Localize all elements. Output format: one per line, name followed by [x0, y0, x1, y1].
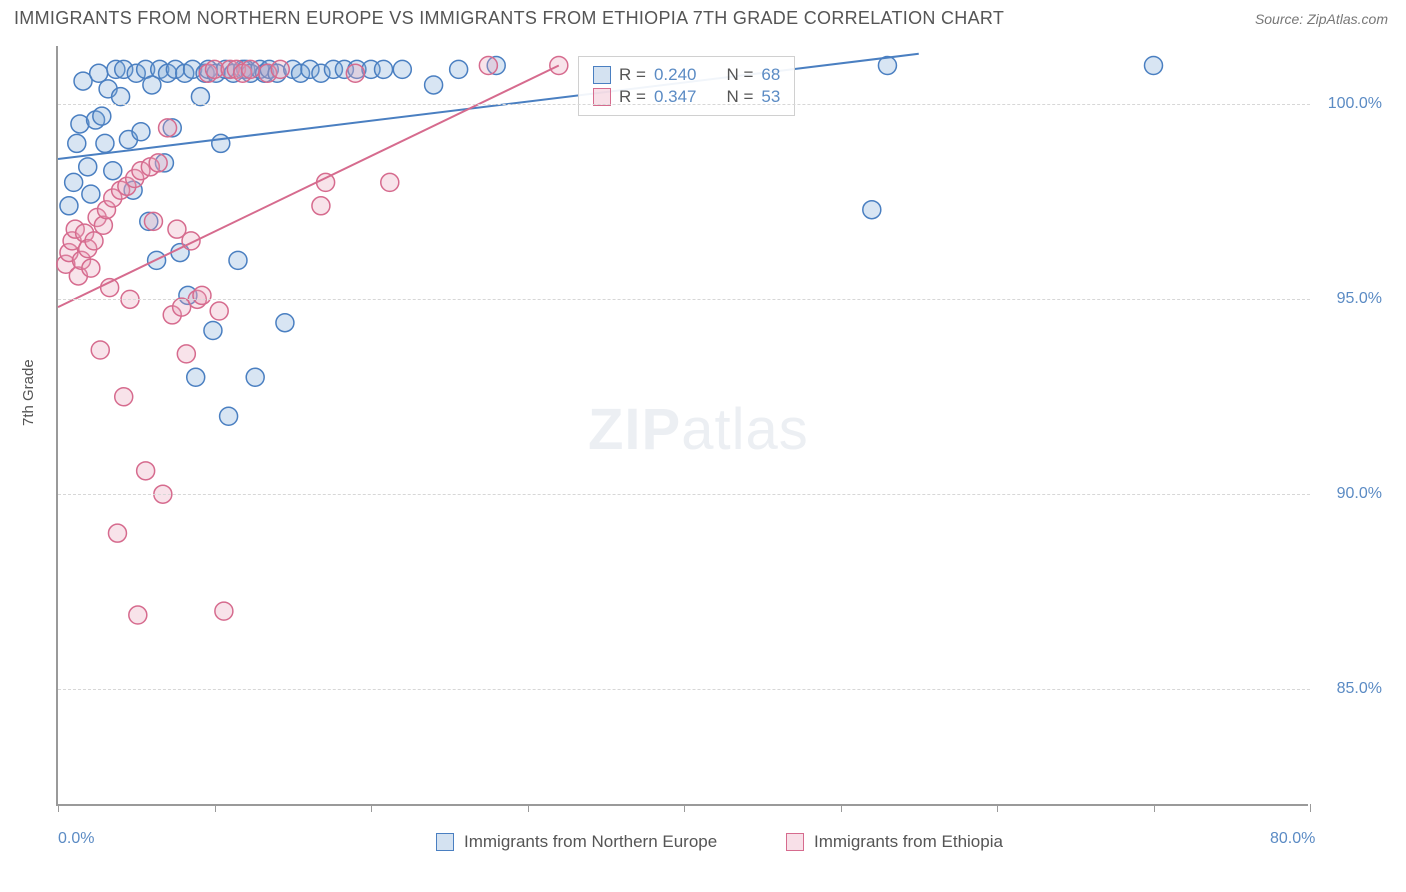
swatch-series-0 [593, 66, 611, 84]
x-tick [58, 804, 59, 812]
data-point [479, 56, 497, 74]
data-point [271, 60, 289, 78]
data-point [246, 368, 264, 386]
y-tick-label: 95.0% [1337, 290, 1382, 308]
y-tick-label: 100.0% [1328, 95, 1382, 113]
plot-area: ZIPatlas R = 0.240 N = 68 R = 0.347 N = … [56, 46, 1308, 806]
data-point [229, 251, 247, 269]
chart-container: ZIPatlas R = 0.240 N = 68 R = 0.347 N = … [56, 46, 1386, 806]
y-axis-label: 7th Grade [20, 359, 37, 426]
data-point [108, 524, 126, 542]
data-point [91, 341, 109, 359]
data-point [215, 602, 233, 620]
data-point [112, 88, 130, 106]
x-tick [215, 804, 216, 812]
data-point [393, 60, 411, 78]
data-point [863, 201, 881, 219]
swatch-bottom-1 [786, 833, 804, 851]
data-point [276, 314, 294, 332]
data-point [68, 134, 86, 152]
y-tick-label: 90.0% [1337, 485, 1382, 503]
swatch-bottom-0 [436, 833, 454, 851]
data-point [346, 64, 364, 82]
data-point [137, 462, 155, 480]
data-point [85, 232, 103, 250]
data-point [159, 119, 177, 137]
data-point [191, 88, 209, 106]
gridline [58, 494, 1310, 495]
stats-legend: R = 0.240 N = 68 R = 0.347 N = 53 [578, 56, 795, 116]
legend-bottom-0: Immigrants from Northern Europe [436, 832, 717, 852]
data-point [79, 158, 97, 176]
stats-row-0: R = 0.240 N = 68 [593, 65, 780, 85]
data-point [317, 173, 335, 191]
x-tick [371, 804, 372, 812]
data-point [241, 60, 259, 78]
data-point [90, 64, 108, 82]
gridline [58, 104, 1310, 105]
data-point [82, 259, 100, 277]
legend-label-0: Immigrants from Northern Europe [464, 832, 717, 852]
data-point [149, 154, 167, 172]
data-point [132, 123, 150, 141]
data-point [144, 212, 162, 230]
data-point [65, 173, 83, 191]
x-tick [1310, 804, 1311, 812]
data-point [187, 368, 205, 386]
header: IMMIGRANTS FROM NORTHERN EUROPE VS IMMIG… [0, 0, 1406, 37]
data-point [115, 388, 133, 406]
data-point [450, 60, 468, 78]
data-point [375, 60, 393, 78]
data-point [177, 345, 195, 363]
x-tick [528, 804, 529, 812]
legend-bottom-1: Immigrants from Ethiopia [786, 832, 1003, 852]
data-point [425, 76, 443, 94]
source-label: Source: ZipAtlas.com [1255, 11, 1388, 27]
data-point [94, 216, 112, 234]
data-point [212, 134, 230, 152]
data-point [96, 134, 114, 152]
data-point [204, 322, 222, 340]
legend-label-1: Immigrants from Ethiopia [814, 832, 1003, 852]
gridline [58, 299, 1310, 300]
data-point [381, 173, 399, 191]
x-tick [1154, 804, 1155, 812]
x-tick-label: 80.0% [1270, 830, 1315, 848]
x-tick [684, 804, 685, 812]
chart-title: IMMIGRANTS FROM NORTHERN EUROPE VS IMMIG… [14, 8, 1004, 29]
data-point [82, 185, 100, 203]
gridline [58, 689, 1310, 690]
data-point [193, 286, 211, 304]
data-point [93, 107, 111, 125]
data-point [312, 197, 330, 215]
x-tick [841, 804, 842, 812]
data-point [220, 407, 238, 425]
data-point [1145, 56, 1163, 74]
data-point [60, 197, 78, 215]
data-point [210, 302, 228, 320]
data-point [104, 162, 122, 180]
swatch-series-1 [593, 88, 611, 106]
x-tick [997, 804, 998, 812]
y-tick-label: 85.0% [1337, 680, 1382, 698]
data-point [129, 606, 147, 624]
scatter-svg [58, 46, 1310, 806]
x-tick-label: 0.0% [58, 830, 94, 848]
